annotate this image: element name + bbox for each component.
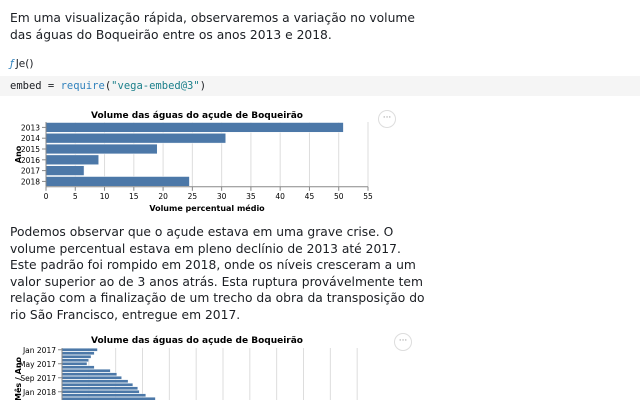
y-tick-label: 2015	[21, 145, 40, 154]
chart-actions-menu-button[interactable]: ···	[394, 333, 412, 351]
bar	[61, 393, 146, 397]
chart-volume-by-month-svg: Volume das águas do açude de Boqueirão Ja…	[13, 336, 385, 404]
x-tick-label: 40	[275, 192, 285, 201]
bar	[61, 383, 133, 387]
chart-title: Volume das águas do açude de Boqueirão	[91, 111, 303, 121]
chart-volume-by-year: Volume das águas do açude de Boqueirão 20…	[0, 106, 380, 218]
bar	[61, 372, 117, 376]
bar	[45, 154, 99, 165]
y-tick-label: 2017	[21, 167, 40, 176]
bar	[61, 379, 129, 383]
x-tick-label: 55	[363, 192, 373, 201]
bar	[45, 133, 226, 144]
x-tick-label: 15	[129, 192, 139, 201]
bar	[61, 390, 140, 394]
code-paren-close: )	[199, 80, 207, 92]
x-tick-label: 35	[246, 192, 256, 201]
bar	[61, 358, 89, 362]
bar	[61, 386, 138, 390]
bar	[61, 362, 88, 366]
chart-actions-menu-button[interactable]: ···	[378, 110, 396, 128]
bar	[61, 376, 122, 380]
y-axis-title: Mês / Ano	[13, 356, 23, 400]
x-tick-label: 0	[44, 192, 49, 201]
y-tick-label: Jan 2018	[22, 388, 56, 397]
chart-title: Volume das águas do açude de Boqueirão	[91, 336, 303, 346]
code-paren-open: (	[104, 80, 112, 92]
bar	[61, 365, 95, 369]
code-cell[interactable]: embed = require("vega-embed@3")	[0, 76, 640, 96]
cell-label[interactable]: ƒ Je()	[10, 58, 33, 70]
y-tick-label: Sep 2017	[20, 374, 56, 383]
intro-paragraph: Em uma visualização rápida, observaremos…	[10, 11, 415, 42]
bar	[61, 351, 95, 355]
y-axis-title: Ano	[14, 145, 23, 163]
bar	[61, 355, 92, 359]
x-tick-label: 50	[334, 192, 344, 201]
bar	[45, 143, 158, 155]
x-tick-label: 20	[158, 192, 168, 201]
y-tick-label: 2014	[21, 134, 40, 143]
chart-volume-by-month: Volume das águas do açude de Boqueirão Ja…	[0, 331, 385, 404]
x-tick-label: 45	[305, 192, 315, 201]
y-tick-label: May 2017	[19, 360, 56, 369]
analysis-paragraph: Podemos observar que o açude estava em u…	[10, 225, 425, 322]
y-tick-label: 2016	[21, 156, 40, 165]
code-function: require	[60, 80, 105, 92]
x-tick-label: 5	[73, 192, 78, 201]
function-icon: ƒ	[10, 58, 14, 70]
bar	[61, 348, 98, 352]
y-tick-label: 2018	[21, 177, 40, 186]
bar	[45, 165, 85, 176]
y-tick-label: Jan 2017	[22, 346, 56, 355]
x-tick-label: 25	[188, 192, 198, 201]
code-string: "vega-embed@3"	[111, 80, 200, 92]
x-axis-title: Volume percentual médio	[149, 203, 265, 213]
bar	[45, 176, 190, 187]
code-operator: =	[41, 80, 61, 92]
x-tick-label: 10	[100, 192, 110, 201]
cell-name: Je()	[15, 58, 34, 70]
chart-volume-by-year-svg: Volume das águas do açude de Boqueirão 20…	[14, 111, 373, 213]
bar	[45, 122, 344, 133]
code-variable: embed	[10, 80, 42, 92]
bar	[61, 369, 111, 373]
x-tick-label: 30	[217, 192, 227, 201]
y-tick-label: 2013	[21, 123, 40, 132]
